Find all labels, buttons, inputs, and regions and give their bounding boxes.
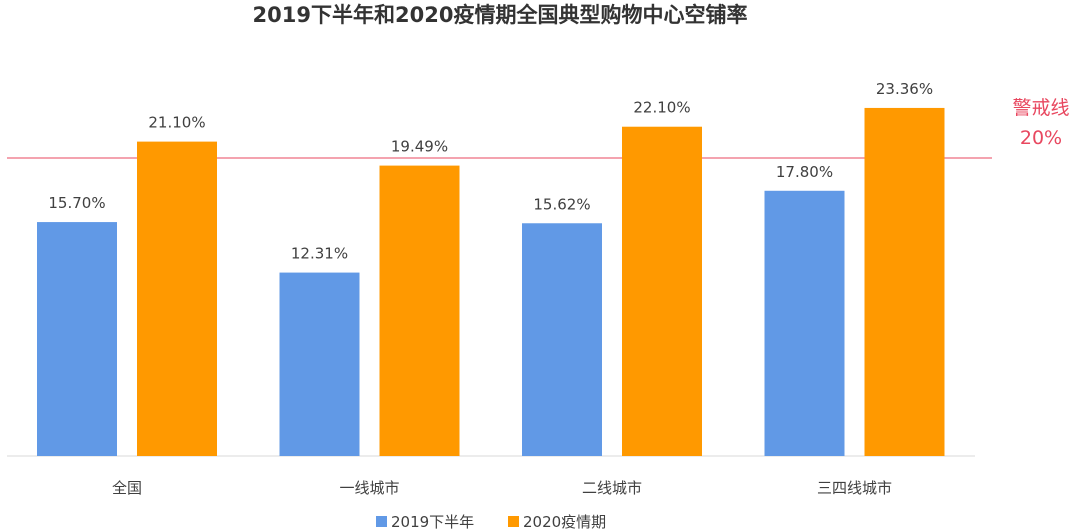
bar-value-label: 21.10% xyxy=(148,114,205,132)
bar-value-label: 19.49% xyxy=(391,138,448,156)
bar-value-label: 12.31% xyxy=(291,245,348,263)
reference-line-value: 20% xyxy=(1020,127,1062,149)
legend-swatch xyxy=(376,516,387,527)
bar-value-label: 15.62% xyxy=(533,195,590,213)
legend-label: 2019下半年 xyxy=(391,513,474,531)
legend-swatch xyxy=(508,516,519,527)
bar-2019-1 xyxy=(279,272,360,456)
x-tick-label: 二线城市 xyxy=(582,479,642,497)
category-labels-group: 全国 一线城市 二线城市 三四线城市 xyxy=(112,479,892,497)
bar-value-label: 17.80% xyxy=(776,163,833,181)
value-labels-group: 15.70% 21.10% 12.31% 19.49% 15.62% 22.10% 17.8… xyxy=(48,80,933,263)
bar-2020-1 xyxy=(379,165,460,456)
bars-group xyxy=(37,107,945,457)
legend-label: 2020疫情期 xyxy=(523,513,606,531)
chart-title: 2019下半年和2020疫情期全国典型购物中心空铺率 xyxy=(253,3,748,27)
bar-value-label: 15.70% xyxy=(48,194,105,212)
legend: 2019下半年 2020疫情期 xyxy=(376,513,606,531)
bar-2019-2 xyxy=(522,223,602,456)
x-tick-label: 三四线城市 xyxy=(817,479,892,497)
bar-2019-0 xyxy=(37,222,117,456)
x-tick-label: 全国 xyxy=(112,479,142,497)
bar-2020-0 xyxy=(137,141,217,457)
bar-value-label: 23.36% xyxy=(876,80,933,98)
bar-2019-3 xyxy=(764,190,845,456)
bar-value-label: 22.10% xyxy=(633,99,690,117)
bar-2020-2 xyxy=(622,126,702,457)
reference-line-label: 警戒线 xyxy=(1012,97,1069,119)
bar-2020-3 xyxy=(864,107,945,456)
x-tick-label: 一线城市 xyxy=(339,479,399,497)
